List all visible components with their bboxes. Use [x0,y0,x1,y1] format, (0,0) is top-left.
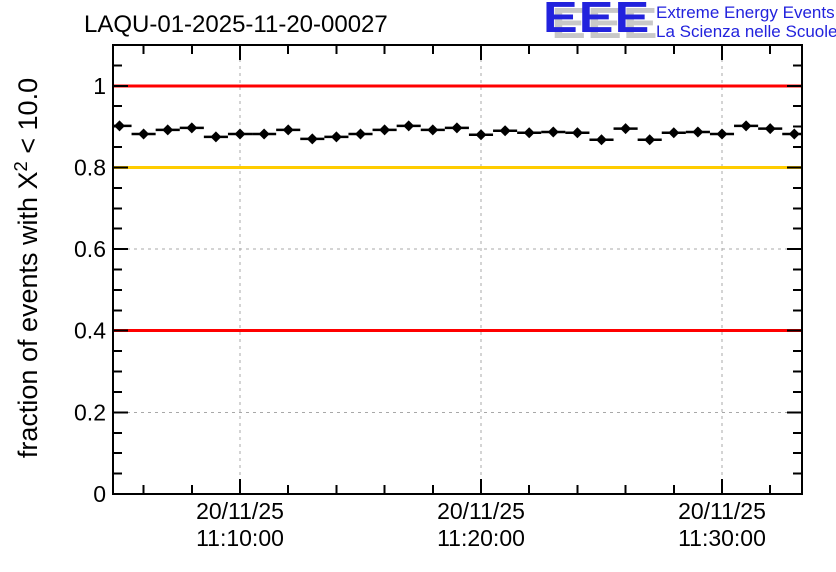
y-tick-label: 0.2 [74,399,106,425]
eee-logo: EEE Extreme Energy Events La Scienza nel… [543,0,836,46]
x-tick-label-time: 11:30:00 [678,525,766,551]
x-tick-label-date: 20/11/25 [196,498,284,524]
data-point [541,126,566,138]
x-tick-labels: 20/11/2511:10:0020/11/2511:20:0020/11/25… [196,498,766,551]
y-tick-label: 0.8 [74,154,106,180]
data-point [276,124,301,136]
data-series [113,120,802,146]
data-point [444,122,469,134]
data-point [420,124,445,136]
data-point [324,131,349,143]
y-tick-label: 1 [93,73,106,99]
data-point [131,128,156,140]
data-point [227,128,253,140]
y-tick-labels: 0 0.2 0.4 0.6 0.8 1 [74,73,106,507]
data-point [734,120,759,132]
data-point [203,131,228,143]
axis-ticks [113,45,802,495]
x-tick-label-time: 11:10:00 [196,525,284,551]
y-tick-label: 0.4 [74,318,106,344]
data-point [155,124,180,136]
data-point [589,134,614,146]
y-tick-label: 0 [93,481,106,507]
data-point [493,125,518,137]
x-tick-label-date: 20/11/25 [437,498,525,524]
eee-logo-acronym: EEE [543,0,651,42]
data-point [613,123,638,135]
gridlines [113,45,802,494]
eee-logo-line1: Extreme Energy Events [656,3,835,22]
data-point [661,127,686,139]
data-point [179,122,204,134]
chart-title: LAQU-01-2025-11-20-00027 [84,11,388,38]
data-point [372,124,397,136]
x-tick-label-time: 11:20:00 [437,525,525,551]
y-tick-label: 0.6 [74,236,106,262]
data-point [637,134,662,146]
data-point [565,127,590,139]
data-point [758,123,783,135]
reference-lines [113,84,802,333]
data-point [396,120,421,132]
data-point [685,126,710,138]
eee-logo-line2: La Scienza nelle Scuole [656,22,836,41]
eee-logo-text: Extreme Energy Events La Scienza nelle S… [656,3,836,41]
data-point [782,128,802,140]
data-point [517,127,542,139]
data-point [252,128,277,140]
data-point [300,133,325,145]
data-point [468,129,494,141]
plot-frame [112,44,803,495]
data-point [348,128,373,140]
data-point [709,128,735,140]
x-tick-label-date: 20/11/25 [678,498,766,524]
